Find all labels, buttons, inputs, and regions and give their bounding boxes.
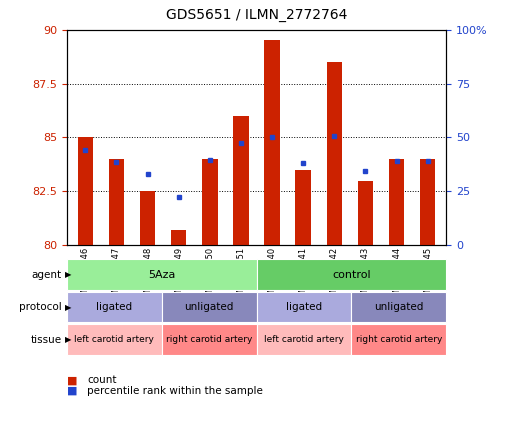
Bar <box>295 170 311 245</box>
Text: left carotid artery: left carotid artery <box>74 335 154 344</box>
Text: left carotid artery: left carotid artery <box>264 335 344 344</box>
Bar <box>420 159 436 245</box>
Bar <box>109 159 124 245</box>
Text: right carotid artery: right carotid artery <box>166 335 252 344</box>
Text: count: count <box>87 375 117 385</box>
Text: percentile rank within the sample: percentile rank within the sample <box>87 386 263 396</box>
Text: tissue: tissue <box>30 335 62 345</box>
Bar <box>389 159 404 245</box>
FancyBboxPatch shape <box>162 292 256 322</box>
Text: ▶: ▶ <box>65 270 72 279</box>
FancyBboxPatch shape <box>67 259 256 290</box>
FancyBboxPatch shape <box>67 292 162 322</box>
Bar <box>358 181 373 245</box>
Bar <box>264 40 280 245</box>
Bar <box>202 159 218 245</box>
FancyBboxPatch shape <box>351 324 446 355</box>
Bar <box>171 230 187 245</box>
Text: protocol: protocol <box>19 302 62 312</box>
Text: ▶: ▶ <box>65 302 72 312</box>
FancyBboxPatch shape <box>67 324 162 355</box>
Bar <box>140 191 155 245</box>
Text: right carotid artery: right carotid artery <box>356 335 442 344</box>
Text: ■: ■ <box>67 386 77 396</box>
Text: agent: agent <box>31 269 62 280</box>
Text: GDS5651 / ILMN_2772764: GDS5651 / ILMN_2772764 <box>166 8 347 22</box>
Bar <box>233 116 249 245</box>
FancyBboxPatch shape <box>256 292 351 322</box>
FancyBboxPatch shape <box>162 324 256 355</box>
FancyBboxPatch shape <box>256 324 351 355</box>
FancyBboxPatch shape <box>351 292 446 322</box>
Text: ligated: ligated <box>286 302 322 312</box>
Text: 5Aza: 5Aza <box>148 269 175 280</box>
FancyBboxPatch shape <box>256 259 446 290</box>
Bar <box>77 137 93 245</box>
Text: ligated: ligated <box>96 302 132 312</box>
Text: ■: ■ <box>67 375 77 385</box>
Bar <box>326 62 342 245</box>
Text: unligated: unligated <box>184 302 234 312</box>
Text: control: control <box>332 269 371 280</box>
Text: unligated: unligated <box>374 302 424 312</box>
Text: ▶: ▶ <box>65 335 72 344</box>
